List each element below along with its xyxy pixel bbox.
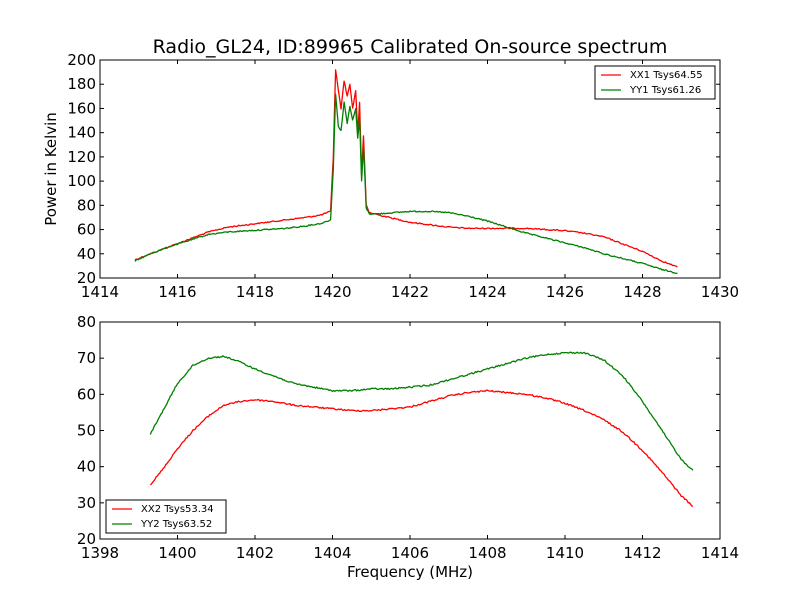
bottom-ytick-label-50: 50 bbox=[77, 422, 96, 440]
bottom-legend-label-xx2: XX2 Tsys53.34 bbox=[141, 504, 214, 515]
bottom-xtick-label-1404: 1404 bbox=[313, 544, 351, 562]
bottom-legend: XX2 Tsys53.34 YY2 Tsys63.52 bbox=[105, 499, 227, 534]
bottom-ytick-label-20: 20 bbox=[77, 530, 96, 548]
top-legend: XX1 Tsys64.55 YY1 Tsys61.26 bbox=[594, 65, 716, 100]
bottom-series-yy2-line bbox=[149, 351, 694, 471]
bottom-ytick-label-70: 70 bbox=[77, 349, 96, 367]
bottom-legend-box bbox=[105, 499, 227, 534]
top-xtick-label-1418: 1418 bbox=[236, 283, 274, 301]
bottom-xtick-label-1410: 1410 bbox=[546, 544, 584, 562]
bottom-xtick-label-1408: 1408 bbox=[468, 544, 506, 562]
top-ytick-label-120: 120 bbox=[67, 148, 96, 166]
top-ytick-label-200: 200 bbox=[67, 51, 96, 69]
top-ytick-label-20: 20 bbox=[77, 269, 96, 287]
top-xtick-label-1430: 1430 bbox=[701, 283, 739, 301]
top-ytick-label-80: 80 bbox=[77, 196, 96, 214]
bottom-series-xx2-line bbox=[149, 389, 694, 508]
bottom-plot-xlabel: Frequency (MHz) bbox=[347, 563, 473, 581]
top-legend-box bbox=[594, 65, 716, 100]
top-ytick-label-100: 100 bbox=[67, 172, 96, 190]
top-xtick-label-1414: 1414 bbox=[81, 283, 119, 301]
bottom-xtick-label-1402: 1402 bbox=[236, 544, 274, 562]
top-legend-label-xx1: XX1 Tsys64.55 bbox=[630, 70, 703, 81]
bottom-ytick-label-40: 40 bbox=[77, 458, 96, 476]
bottom-xtick-label-1400: 1400 bbox=[158, 544, 196, 562]
top-ytick-label-60: 60 bbox=[77, 221, 96, 239]
bottom-xtick-label-1398: 1398 bbox=[81, 544, 119, 562]
top-plot-ylabel: Power in Kelvin bbox=[42, 112, 60, 226]
bottom-plot-ticks: 1398 1400 1402 1404 1406 1408 1410 1412 1414 20 30… bbox=[77, 313, 739, 562]
bottom-plot: 1398 1400 1402 1404 1406 1408 1410 1412 1414 20 30… bbox=[77, 313, 739, 581]
top-legend-label-yy1: YY1 Tsys61.26 bbox=[629, 85, 701, 96]
bottom-xtick-label-1406: 1406 bbox=[391, 544, 429, 562]
bottom-ytick-label-30: 30 bbox=[77, 494, 96, 512]
bottom-ytick-label-80: 80 bbox=[77, 313, 96, 331]
bottom-plot-series bbox=[149, 351, 694, 508]
top-plot-ticks: 1414 1416 1418 1420 1422 1424 1426 1428 1430 20 40… bbox=[67, 51, 739, 301]
top-xtick-label-1420: 1420 bbox=[313, 283, 351, 301]
top-ytick-label-140: 140 bbox=[67, 124, 96, 142]
top-xtick-label-1416: 1416 bbox=[158, 283, 196, 301]
top-series-xx1-line bbox=[134, 69, 678, 268]
bottom-xtick-label-1412: 1412 bbox=[623, 544, 661, 562]
top-ytick-label-40: 40 bbox=[77, 245, 96, 263]
top-xtick-label-1422: 1422 bbox=[391, 283, 429, 301]
top-plot-series bbox=[134, 69, 678, 275]
top-plot: 1414 1416 1418 1420 1422 1424 1426 1428 1430 20 40… bbox=[42, 51, 739, 301]
bottom-xtick-label-1414: 1414 bbox=[701, 544, 739, 562]
chart-title: Radio_GL24, ID:89965 Calibrated On-sourc… bbox=[153, 36, 668, 58]
bottom-legend-label-yy2: YY2 Tsys63.52 bbox=[140, 519, 212, 530]
top-xtick-label-1426: 1426 bbox=[546, 283, 584, 301]
top-xtick-label-1424: 1424 bbox=[468, 283, 506, 301]
top-series-yy1-line bbox=[134, 93, 678, 275]
top-ytick-label-160: 160 bbox=[67, 99, 96, 117]
bottom-ytick-label-60: 60 bbox=[77, 385, 96, 403]
top-xtick-label-1428: 1428 bbox=[623, 283, 661, 301]
top-ytick-label-180: 180 bbox=[67, 75, 96, 93]
